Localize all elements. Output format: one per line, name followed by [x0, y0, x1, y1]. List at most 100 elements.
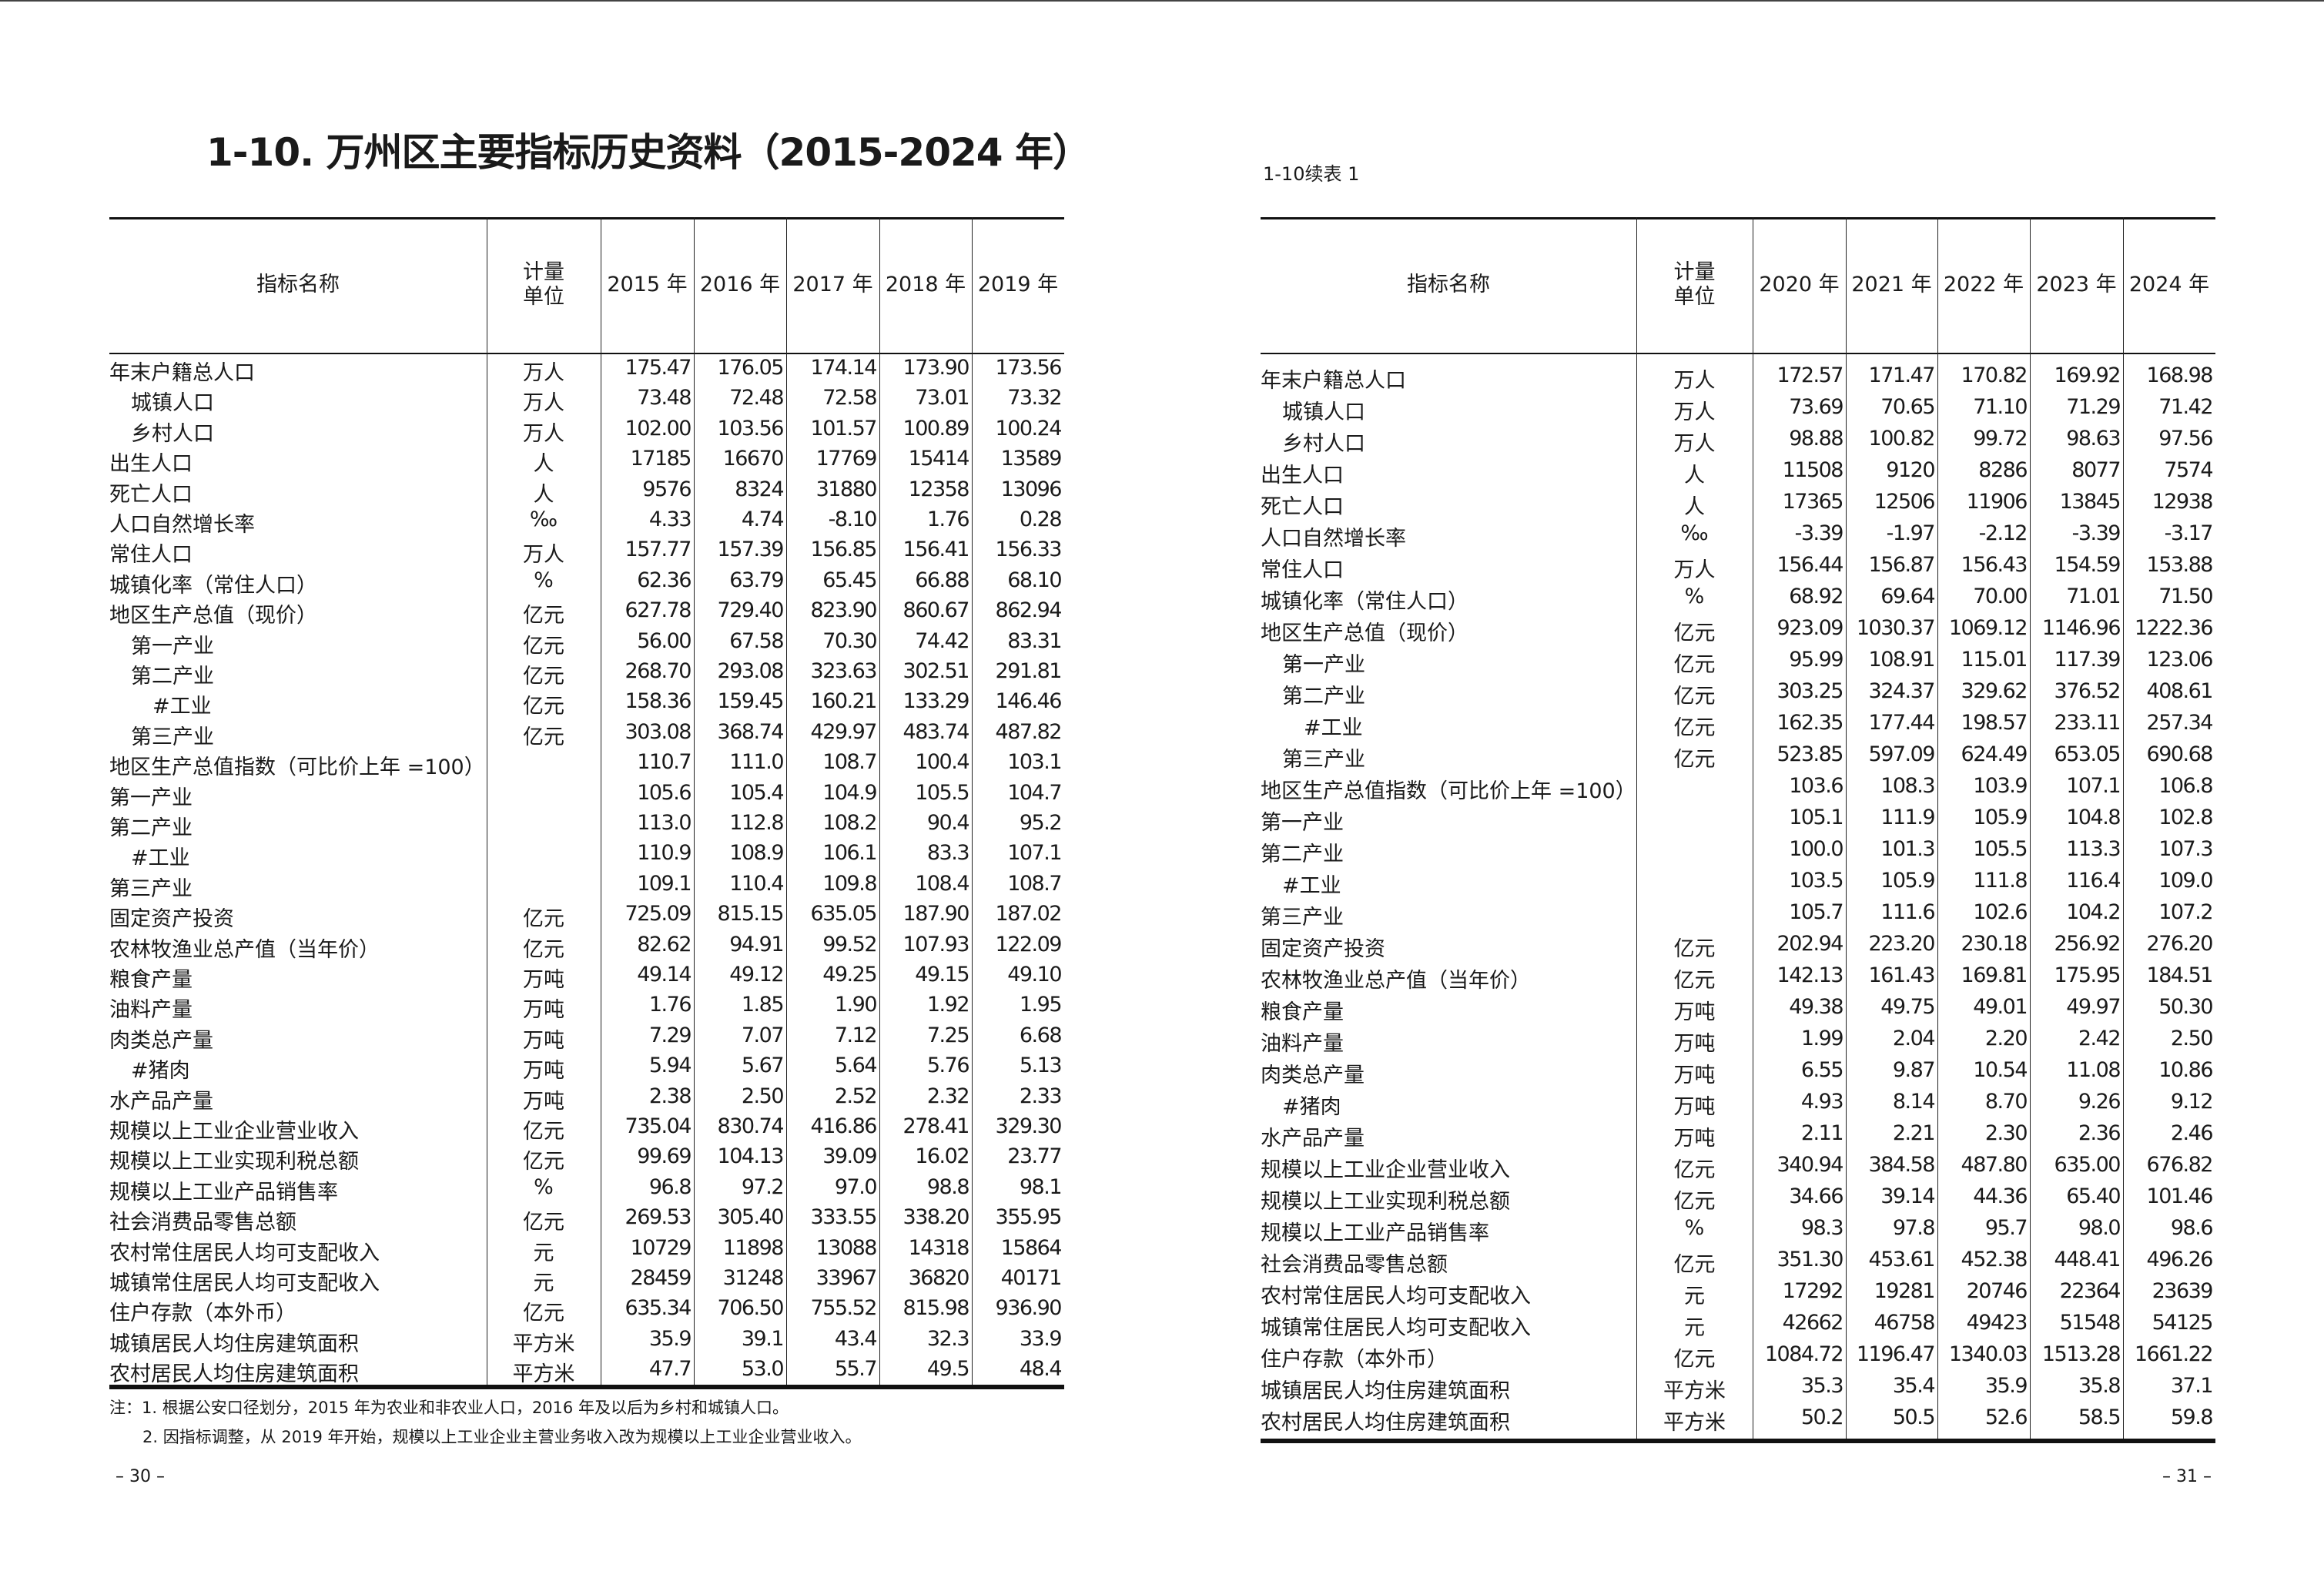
- table-row: 人口自然增长率 ‰ -3.39 -1.97 -2.12 -3.39 -3.17: [1261, 521, 2215, 553]
- header-year: 2017 年: [792, 272, 873, 296]
- value-cell: 95.7: [1984, 1216, 2028, 1240]
- value-cell: 7.12: [834, 1023, 878, 1047]
- table-row: 农村常住居民人均可支配收入 元 17292 19281 20746 22364 23639: [1261, 1279, 2215, 1311]
- indicator-name: #工业: [131, 846, 190, 871]
- value-cell: 862.94: [995, 598, 1063, 623]
- indicator-name: 第一产业: [109, 786, 193, 810]
- table-row: 农村居民人均住房建筑面积 平方米 47.7 53.0 55.7 49.5 48.4: [109, 1357, 1064, 1387]
- value-cell: 72.58: [822, 386, 877, 410]
- unit-cell: %: [1684, 1216, 1705, 1240]
- value-cell: 171.47: [1868, 363, 1936, 387]
- table-top-rule: [1261, 217, 2215, 219]
- value-cell: 68.92: [1789, 585, 1843, 608]
- table-row: 粮食产量 万吨 49.38 49.75 49.01 49.97 50.30: [1261, 995, 2215, 1027]
- value-cell: 71.42: [2158, 395, 2213, 419]
- column-divider: [2123, 217, 2124, 1439]
- value-cell: 15414: [908, 447, 970, 471]
- value-cell: 230.18: [1961, 932, 2028, 956]
- value-cell: 1.95: [1019, 993, 1063, 1017]
- table-row: 油料产量 万吨 1.99 2.04 2.20 2.42 2.50: [1261, 1027, 2215, 1058]
- value-cell: 105.9: [1880, 869, 1935, 893]
- value-cell: 99.72: [1973, 427, 2028, 451]
- value-cell: 276.20: [2146, 932, 2214, 956]
- table-row: 出生人口 人 11508 9120 8286 8077 7574: [1261, 458, 2215, 490]
- indicator-name: 农林牧渔业总产值（当年价）: [1261, 969, 1531, 993]
- table-row: 粮食产量 万吨 49.14 49.12 49.25 49.15 49.10: [109, 963, 1064, 993]
- value-cell: 1.99: [1800, 1027, 1844, 1050]
- table-row: 油料产量 万吨 1.76 1.85 1.90 1.92 1.95: [109, 993, 1064, 1023]
- indicator-name: 规模以上工业产品销售率: [1261, 1221, 1489, 1245]
- indicator-name: 水产品产量: [109, 1089, 213, 1114]
- value-cell: 103.1: [1007, 750, 1062, 775]
- value-cell: 597.09: [1868, 742, 1936, 766]
- indicator-name: 城镇常住居民人均可支配收入: [109, 1271, 380, 1295]
- value-cell: 384.58: [1868, 1153, 1936, 1177]
- header-year: 2015 年: [607, 272, 688, 296]
- value-cell: 108.91: [1868, 648, 1936, 672]
- value-cell: 1084.72: [1764, 1342, 1844, 1366]
- value-cell: 303.08: [625, 719, 692, 744]
- value-cell: 184.51: [2146, 963, 2214, 987]
- value-cell: 117.39: [2054, 648, 2121, 672]
- indicator-name: 乡村人口: [131, 421, 214, 446]
- table-row: 地区生产总值（现价） 亿元 627.78 729.40 823.90 860.67 862.…: [109, 598, 1064, 628]
- value-cell: 653.05: [2054, 742, 2121, 766]
- value-cell: 735.04: [625, 1114, 692, 1138]
- value-cell: 16.02: [915, 1144, 969, 1169]
- indicator-name: #工业: [152, 695, 212, 719]
- value-cell: 351.30: [1776, 1248, 1844, 1271]
- unit-cell: 万吨: [523, 968, 564, 992]
- indicator-name: 粮食产量: [1261, 1000, 1344, 1024]
- value-cell: 8324: [735, 477, 784, 501]
- value-cell: 376.52: [2054, 679, 2121, 703]
- value-cell: 202.94: [1776, 932, 1844, 956]
- table-top-rule: [109, 217, 1064, 219]
- indicator-name: 油料产量: [1261, 1032, 1344, 1056]
- value-cell: 523.85: [1776, 742, 1844, 766]
- unit-cell: 平方米: [512, 1332, 575, 1356]
- value-cell: 9.87: [1892, 1058, 1936, 1082]
- indicator-name: 农村常住居民人均可支配收入: [1261, 1285, 1531, 1308]
- value-cell: 10729: [630, 1235, 692, 1260]
- value-cell: 13088: [815, 1235, 878, 1260]
- value-cell: 156.85: [810, 538, 878, 562]
- value-cell: 2.33: [1019, 1084, 1063, 1108]
- value-cell: 293.08: [717, 659, 785, 683]
- table-bottom-rule: [109, 1385, 1064, 1389]
- header-year: 2018 年: [885, 272, 966, 296]
- value-cell: 2.36: [2078, 1121, 2121, 1145]
- value-cell: 755.52: [810, 1296, 878, 1321]
- table-row: 地区生产总值（现价） 亿元 923.09 1030.37 1069.12 1146.96 1…: [1261, 616, 2215, 648]
- value-cell: 4.74: [741, 508, 785, 531]
- table-row: 乡村人口 万人 102.00 103.56 101.57 100.89 100.24: [109, 417, 1064, 447]
- unit-cell: 人: [533, 452, 554, 477]
- unit-cell: 元: [1684, 1285, 1705, 1308]
- value-cell: 43.4: [834, 1326, 878, 1351]
- value-cell: 9576: [642, 477, 692, 501]
- value-cell: 1196.47: [1856, 1342, 1936, 1366]
- value-cell: 111.6: [1880, 900, 1935, 924]
- table-row: 肉类总产量 万吨 7.29 7.07 7.12 7.25 6.68: [109, 1023, 1064, 1054]
- value-cell: 65.40: [2066, 1184, 2121, 1208]
- value-cell: 23639: [2152, 1279, 2214, 1303]
- table-row: 住户存款（本外币） 亿元 635.34 706.50 755.52 815.98 936.9…: [109, 1296, 1064, 1326]
- value-cell: 71.10: [1973, 395, 2028, 419]
- value-cell: 936.90: [995, 1296, 1063, 1321]
- indicator-name: 第三产业: [131, 725, 214, 749]
- value-cell: 162.35: [1776, 711, 1844, 735]
- unit-cell: ‰: [529, 508, 558, 531]
- indicator-name: 规模以上工业实现利税总额: [1261, 1190, 1510, 1214]
- table-row: 人口自然增长率 ‰ 4.33 4.74 -8.10 1.76 0.28: [109, 508, 1064, 538]
- value-cell: 110.9: [637, 841, 692, 866]
- value-cell: 269.53: [625, 1205, 692, 1230]
- value-cell: 65.45: [822, 568, 877, 592]
- unit-cell: 万人: [523, 391, 564, 416]
- value-cell: 113.0: [637, 811, 692, 835]
- header-year: 2020 年: [1759, 272, 1840, 296]
- table-row: 第一产业 105.6 105.4 104.9 105.5 104.7: [109, 781, 1064, 811]
- table-row: 固定资产投资 亿元 202.94 223.20 230.18 256.92 276.20: [1261, 932, 2215, 963]
- indicator-name: 农村居民人均住房建筑面积: [1261, 1411, 1510, 1435]
- table-row: 农林牧渔业总产值（当年价） 亿元 82.62 94.91 99.52 107.93 122.…: [109, 933, 1064, 963]
- value-cell: 487.80: [1961, 1153, 2028, 1177]
- table-row: 规模以上工业实现利税总额 亿元 99.69 104.13 39.09 16.02 23.77: [109, 1144, 1064, 1174]
